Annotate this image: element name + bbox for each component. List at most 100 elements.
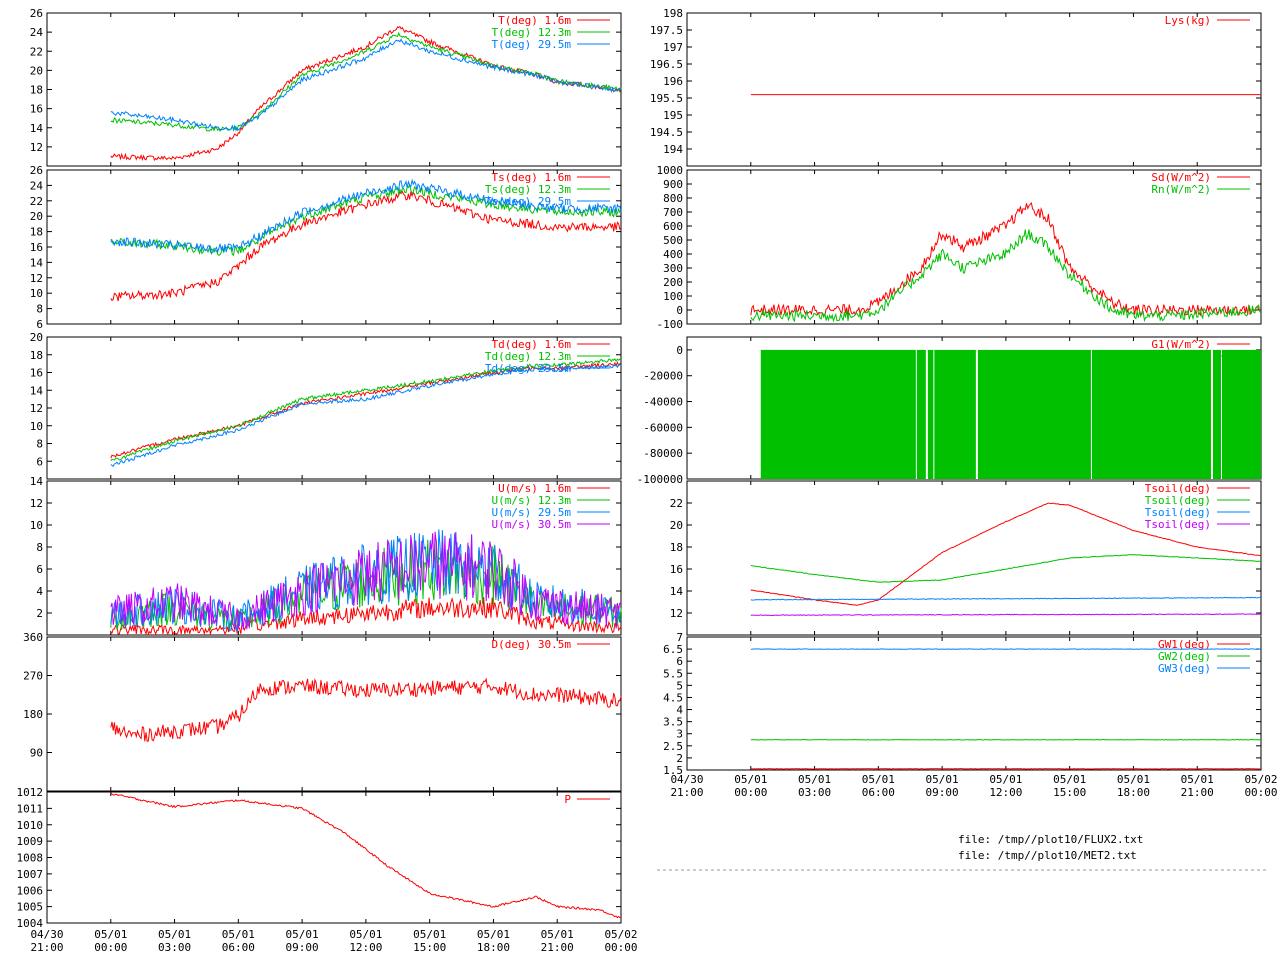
- y-tick-label: 6: [36, 318, 43, 331]
- y-tick-label: 12: [670, 607, 683, 620]
- y-tick-label: 16: [670, 563, 683, 576]
- x-tick-label-date: 05/01: [541, 928, 574, 941]
- x-tick-label-date: 05/01: [926, 773, 959, 786]
- y-tick-label: 1005: [17, 901, 44, 914]
- x-tick-label-time: 06:00: [222, 941, 255, 954]
- x-tick-label-date: 05/01: [477, 928, 510, 941]
- series-line-3: [110, 178, 622, 254]
- chart-wind-direction: 90 180 270 360 D(deg) 30.5m: [23, 631, 622, 792]
- series-line-3: [750, 648, 1262, 650]
- series-line-1: [110, 190, 622, 302]
- area-gap: [975, 349, 978, 479]
- area-gap: [915, 349, 917, 479]
- y-tick-label: 24: [30, 26, 44, 39]
- legend-label: Ts(deg) 1.6m: [492, 171, 572, 184]
- legend-label: Lys(kg): [1165, 14, 1211, 27]
- x-tick-label-date: 05/01: [349, 928, 382, 941]
- y-tick-label: 1012: [17, 786, 44, 799]
- y-tick-label: 6.5: [663, 643, 683, 656]
- x-tick-label-date: 05/01: [286, 928, 319, 941]
- y-tick-label: 0: [676, 344, 683, 357]
- legend-label: Td(deg) 1.6m: [492, 338, 572, 351]
- series-line-1: [750, 502, 1262, 606]
- y-tick-label: -100: [657, 318, 684, 331]
- y-tick-label: 20: [30, 64, 43, 77]
- x-tick-label-time: 21:00: [670, 786, 703, 799]
- y-tick-label: 14: [30, 256, 44, 269]
- series-line-1: [110, 361, 622, 459]
- y-tick-label: 10: [30, 287, 43, 300]
- series-line-2: [750, 553, 1261, 583]
- series-line-1: [110, 792, 621, 919]
- y-tick-label: 200: [663, 276, 683, 289]
- y-tick-label: 5.5: [663, 667, 683, 680]
- x-tick-label-time: 00:00: [734, 786, 767, 799]
- file-label-met: file: /tmp//plot10/MET2.txt: [958, 849, 1137, 862]
- y-tick-label: -20000: [643, 370, 683, 383]
- y-tick-label: 1006: [17, 884, 44, 897]
- y-tick-label: 1007: [17, 868, 44, 881]
- plot-frame: [686, 480, 1262, 636]
- y-tick-label: 4.5: [663, 691, 683, 704]
- legend-label: D(deg) 30.5m: [492, 638, 572, 651]
- y-tick-label: 1004: [17, 917, 44, 930]
- chart-lysimeter: 194 194.5 195 195.5 196 196.5 197 197.5 198 Lys(k…: [650, 7, 1262, 167]
- y-tick-label: 1.5: [663, 764, 683, 777]
- x-tick-label-date: 05/01: [1181, 773, 1214, 786]
- x-tick-label-date: 05/01: [989, 773, 1022, 786]
- x-axis-labels: 04/3021:0005/0100:0005/0103:0005/0106:00…: [30, 773, 1277, 954]
- x-tick-label-time: 12:00: [349, 941, 382, 954]
- y-tick-label: 8: [36, 303, 43, 316]
- y-tick-label: 22: [30, 195, 43, 208]
- y-tick-label: 14: [30, 475, 44, 488]
- plot-frame: [686, 169, 1262, 325]
- legend-label: P: [564, 793, 571, 806]
- x-tick-label-time: 12:00: [989, 786, 1022, 799]
- y-tick-label: 18: [30, 84, 43, 97]
- y-tick-label: 2: [676, 752, 683, 765]
- x-tick-label-date: 05/01: [1053, 773, 1086, 786]
- y-tick-label: 194: [663, 143, 683, 156]
- x-tick-label-date: 05/02: [604, 928, 637, 941]
- y-tick-label: 20: [30, 210, 43, 223]
- series-line-2: [110, 358, 622, 462]
- x-tick-label-date: 05/01: [1117, 773, 1150, 786]
- x-tick-label-time: 15:00: [1053, 786, 1086, 799]
- legend-label: U(m/s) 12.3m: [492, 494, 572, 507]
- legend-label: Td(deg) 12.3m: [485, 350, 571, 363]
- legend-label: T(deg) 1.6m: [498, 14, 571, 27]
- y-tick-label: 6: [36, 563, 43, 576]
- y-tick-label: 8: [36, 541, 43, 554]
- x-tick-label-time: 06:00: [862, 786, 895, 799]
- y-tick-label: 100: [663, 290, 683, 303]
- y-tick-label: 195.5: [650, 92, 683, 105]
- y-tick-label: 16: [30, 103, 43, 116]
- y-tick-label: 6: [36, 455, 43, 468]
- legend-label: GW2(deg): [1158, 650, 1211, 663]
- y-tick-label: 18: [30, 226, 43, 239]
- area-gap: [933, 349, 935, 479]
- y-tick-label: 16: [30, 241, 43, 254]
- y-tick-label: -100000: [637, 473, 683, 486]
- x-tick-label-time: 15:00: [413, 941, 446, 954]
- x-tick-label-date: 05/01: [862, 773, 895, 786]
- y-tick-label: 14: [670, 585, 684, 598]
- y-tick-label: 900: [663, 178, 683, 191]
- y-tick-label: 0: [676, 304, 683, 317]
- y-tick-label: 800: [663, 192, 683, 205]
- y-tick-label: 1008: [17, 852, 44, 865]
- x-tick-label-time: 09:00: [286, 941, 319, 954]
- y-tick-label: 8: [36, 438, 43, 451]
- area-gap: [1210, 349, 1213, 479]
- chart-groundwater: 1.522.533.544.555.566.57 GW1(deg)GW2(deg)…: [663, 631, 1262, 777]
- series-line-3: [750, 596, 1261, 601]
- legend-label: G1(W/m^2): [1151, 338, 1211, 351]
- legend-label: GW3(deg): [1158, 662, 1211, 675]
- y-tick-label: 24: [30, 179, 44, 192]
- y-tick-label: 16: [30, 367, 43, 380]
- series-line-4: [110, 531, 622, 630]
- y-tick-label: 600: [663, 220, 683, 233]
